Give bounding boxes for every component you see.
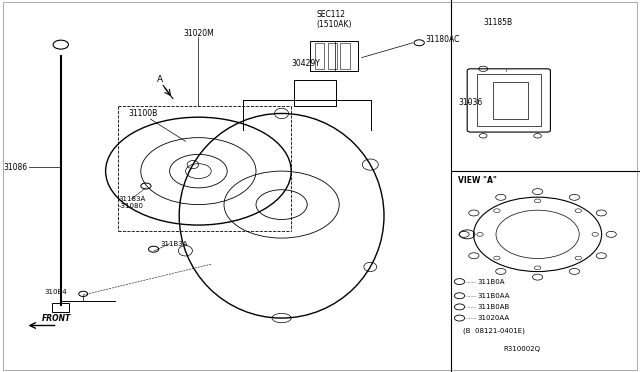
Text: 311B0A: 311B0A xyxy=(477,279,505,285)
Text: 311B0AA: 311B0AA xyxy=(477,293,510,299)
Text: 30429Y: 30429Y xyxy=(291,59,320,68)
Text: (1510AK): (1510AK) xyxy=(317,20,352,29)
Text: SEC112: SEC112 xyxy=(317,10,346,19)
Bar xyxy=(52,303,69,312)
Text: 310B4: 310B4 xyxy=(45,289,67,295)
Text: 311B3A: 311B3A xyxy=(160,241,188,247)
Text: 31180AC: 31180AC xyxy=(426,35,460,44)
Text: A: A xyxy=(157,76,163,84)
Text: FRONT: FRONT xyxy=(42,314,71,323)
Text: 31185B: 31185B xyxy=(483,18,513,27)
Bar xyxy=(310,41,358,71)
Text: -31080: -31080 xyxy=(118,203,143,209)
Text: 311B0AB: 311B0AB xyxy=(477,304,509,310)
Bar xyxy=(477,74,541,126)
Text: 31086: 31086 xyxy=(3,163,28,172)
Bar xyxy=(315,43,324,69)
Text: VIEW "A": VIEW "A" xyxy=(458,176,497,185)
Bar xyxy=(328,43,337,69)
Text: 31036: 31036 xyxy=(458,98,483,107)
Text: (B  08121-0401E): (B 08121-0401E) xyxy=(463,327,525,334)
Bar xyxy=(294,80,336,106)
Text: 31020AA: 31020AA xyxy=(477,315,509,321)
Text: 31020M: 31020M xyxy=(183,29,214,38)
Text: 31183A: 31183A xyxy=(118,196,146,202)
Text: R310002Q: R310002Q xyxy=(504,346,541,352)
Bar xyxy=(340,43,350,69)
Bar xyxy=(493,82,528,119)
Text: 31100B: 31100B xyxy=(128,109,157,118)
